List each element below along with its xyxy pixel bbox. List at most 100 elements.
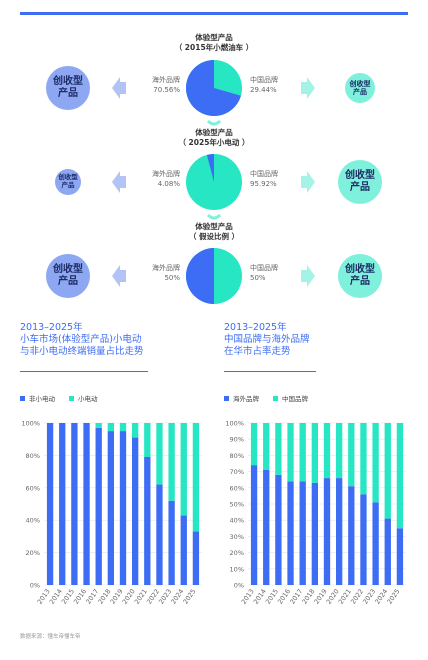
x-tick-label: 2025 xyxy=(386,588,402,606)
scenario-pie xyxy=(186,248,242,304)
right-arrow-icon xyxy=(301,171,315,193)
source-note: 数据来源：懂车帝懂车帝 xyxy=(20,634,81,640)
scenario-title-line2: （ 2015年小燃油车 ） xyxy=(174,43,254,52)
bar-海外品牌-2015 xyxy=(275,474,282,585)
bar-中国品牌-2015 xyxy=(275,423,282,475)
bar-非小电动-2025 xyxy=(192,531,200,585)
bar-海外品牌-2024 xyxy=(384,518,391,585)
china-label: 中国品牌 29.44% xyxy=(250,75,278,95)
y-tick-label: 100% xyxy=(21,420,40,428)
y-tick-label: 30% xyxy=(230,533,244,541)
left-arrow-icon xyxy=(112,77,126,99)
bar-非小电动-2017 xyxy=(95,427,102,585)
china-label-name: 中国品牌 xyxy=(250,76,278,84)
y-tick-label: 10% xyxy=(230,565,244,573)
bar-中国品牌-2019 xyxy=(323,423,331,479)
bar-中国品牌-2023 xyxy=(372,423,379,503)
china-label-value: 50% xyxy=(250,274,266,282)
china-label-name: 中国品牌 xyxy=(250,170,278,178)
overseas-label-name: 海外品牌 xyxy=(152,76,180,84)
overseas-revenue-circle-label: 创收型 产品 xyxy=(53,264,83,287)
china-revenue-circle-label: 创收型 产品 xyxy=(349,79,371,96)
bar-非小电动-2013 xyxy=(46,423,54,585)
y-tick-label: 90% xyxy=(230,436,244,444)
bar-非小电动-2021 xyxy=(144,457,151,585)
china-revenue-circle: 创收型 产品 xyxy=(345,73,375,103)
bar-海外品牌-2019 xyxy=(323,478,331,585)
scenario-title-line1: 体验型产品 xyxy=(195,33,233,42)
bar-小电动-2018 xyxy=(107,423,115,432)
y-tick-label: 40% xyxy=(230,517,244,525)
y-tick-label: 100% xyxy=(225,420,244,428)
scenario-pie xyxy=(186,60,242,116)
left-chart-title-line3: 与非小电动终端销量占比走势 xyxy=(20,346,144,357)
bar-小电动-2023 xyxy=(168,423,175,501)
china-label-name: 中国品牌 xyxy=(250,264,278,272)
overseas-label: 海外品牌 50% xyxy=(152,263,180,283)
bar-非小电动-2016 xyxy=(83,423,90,585)
bar-中国品牌-2013 xyxy=(250,423,258,466)
bar-中国品牌-2017 xyxy=(299,423,306,482)
right-title-rule xyxy=(224,371,316,372)
overseas-label-value: 4.08% xyxy=(157,180,180,188)
left-arrow-icon xyxy=(112,265,126,287)
right-arrow-icon xyxy=(301,77,315,99)
china-revenue-circle: 创收型 产品 xyxy=(338,254,382,298)
overseas-revenue-circle: 创收型 产品 xyxy=(55,169,81,195)
left-title-rule xyxy=(20,371,148,372)
scenario-title-line2: （ 2025年小电动 ） xyxy=(178,138,250,147)
bar-中国品牌-2014 xyxy=(263,423,270,470)
left-legend: 非小电动 小电动 xyxy=(20,393,98,403)
bar-海外品牌-2021 xyxy=(348,486,355,585)
pie-slice-overseas xyxy=(206,154,214,182)
y-tick-label: 20% xyxy=(26,549,40,557)
scenario-title-line1: 体验型产品 xyxy=(195,128,233,137)
overseas-revenue-circle-label: 创收型 产品 xyxy=(53,76,83,99)
scenario-title-line1: 体验型产品 xyxy=(195,222,233,231)
bar-海外品牌-2017 xyxy=(299,481,306,585)
scenario-pie xyxy=(186,154,242,210)
y-tick-label: 50% xyxy=(230,501,244,509)
y-tick-label: 0% xyxy=(234,582,244,590)
legend-swatch-blue xyxy=(20,395,25,401)
bar-非小电动-2019 xyxy=(119,431,127,585)
top-accent-bar xyxy=(20,12,408,15)
bar-中国品牌-2024 xyxy=(384,423,391,519)
bar-中国品牌-2018 xyxy=(311,423,319,483)
china-label-value: 29.44% xyxy=(250,86,277,94)
left-arrow-icon xyxy=(112,171,126,193)
china-revenue-circle-label: 创收型 产品 xyxy=(345,170,375,193)
china-label-value: 95.92% xyxy=(250,180,277,188)
legend-swatch-blue xyxy=(224,395,229,401)
bar-海外品牌-2016 xyxy=(287,481,294,585)
bar-海外品牌-2013 xyxy=(250,465,258,585)
legend-label: 小电动 xyxy=(78,395,98,403)
bar-小电动-2021 xyxy=(144,423,151,458)
scenario-title-line2: （ 假设比例 ） xyxy=(188,232,240,241)
y-tick-label: 80% xyxy=(230,452,244,460)
bar-小电动-2025 xyxy=(192,423,200,532)
scenario-title: 体验型产品（ 2015年小燃油车 ） xyxy=(154,33,274,53)
bar-非小电动-2014 xyxy=(59,423,66,585)
y-tick-label: 70% xyxy=(230,468,244,476)
china-label: 中国品牌 50% xyxy=(250,263,278,283)
bar-中国品牌-2016 xyxy=(287,423,294,482)
left-stacked-bar-chart: 0%20%40%60%80%100%2013201420152016201720… xyxy=(21,420,202,606)
bar-非小电动-2024 xyxy=(180,515,187,585)
y-tick-label: 0% xyxy=(30,582,40,590)
legend-label: 海外品牌 xyxy=(233,395,259,403)
bar-中国品牌-2021 xyxy=(348,423,355,487)
left-chart-title-line1: 2013–2025年 xyxy=(20,322,83,333)
scenario-title: 体验型产品（ 2025年小电动 ） xyxy=(154,128,274,148)
overseas-label-name: 海外品牌 xyxy=(152,264,180,272)
right-chart-title-line2: 中国品牌与海外品牌 xyxy=(224,334,310,345)
overseas-label-value: 70.56% xyxy=(153,86,180,94)
right-chart-title-line1: 2013–2025年 xyxy=(224,322,287,333)
bar-非小电动-2018 xyxy=(107,431,115,585)
bar-小电动-2020 xyxy=(131,423,139,438)
overseas-revenue-circle: 创收型 产品 xyxy=(46,66,90,110)
left-chart-title: 2013–2025年 小车市场(体验型产品)小电动 与非小电动终端销量占比走势 xyxy=(20,322,144,358)
right-arrow-icon xyxy=(301,265,315,287)
bar-非小电动-2022 xyxy=(156,484,163,585)
y-tick-label: 40% xyxy=(26,517,40,525)
